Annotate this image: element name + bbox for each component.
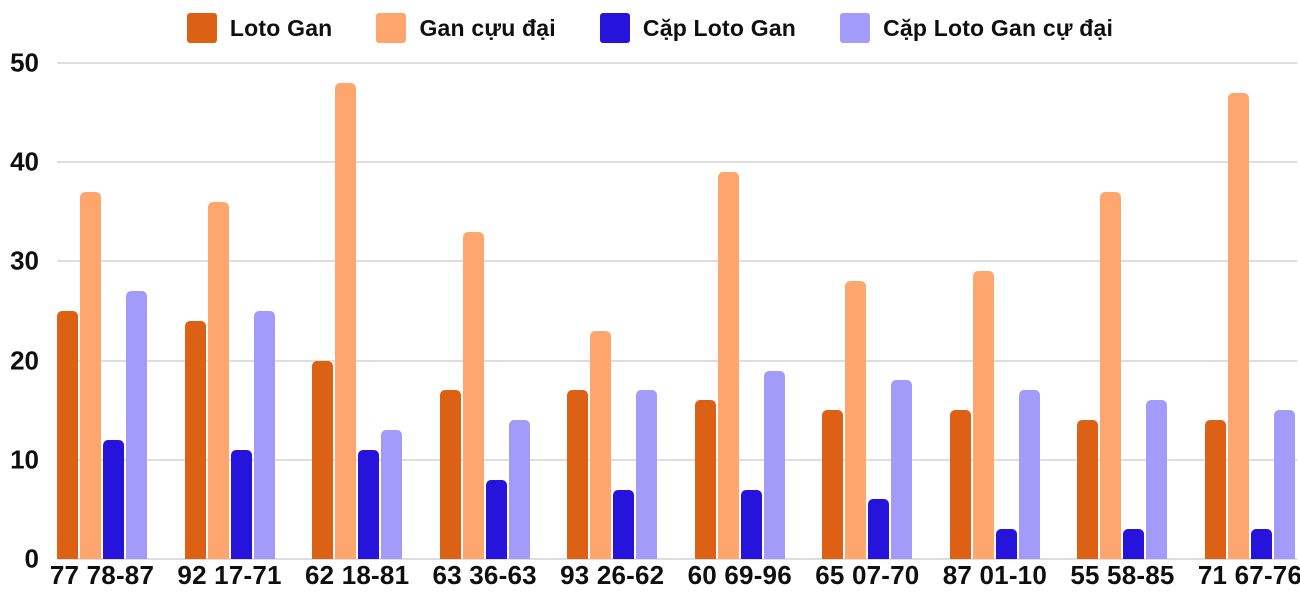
x-tick-label: 87 01-10 — [942, 560, 1047, 590]
bar-group — [312, 63, 403, 559]
bar — [590, 330, 612, 559]
legend-item: Loto Gan — [186, 13, 333, 43]
bar — [485, 479, 507, 559]
legend-swatch-icon — [376, 13, 407, 43]
bar — [949, 410, 971, 559]
bar — [1251, 529, 1272, 559]
bar — [312, 360, 334, 559]
legend-label: Gan cựu đại — [419, 14, 556, 41]
gridline — [57, 260, 1297, 263]
legend-item: Gan cựu đại — [376, 13, 556, 43]
bar — [508, 420, 530, 559]
bar-group — [1077, 63, 1168, 559]
gridline — [57, 558, 1297, 560]
bar — [822, 410, 844, 559]
bar — [995, 529, 1017, 559]
y-tick-label: 20 — [10, 345, 39, 376]
bar-group — [1205, 63, 1295, 559]
bar — [80, 191, 101, 559]
x-tick-label: 60 69-96 — [687, 560, 792, 590]
bar — [1228, 92, 1249, 559]
bar-group — [57, 63, 147, 559]
bar — [694, 400, 716, 559]
bar — [717, 172, 739, 559]
y-axis: 0 10 20 30 40 50 — [0, 48, 45, 574]
x-tick-label: 71 67-76 — [1197, 560, 1300, 590]
x-axis: 77 78-87 92 17-71 62 18-81 63 36-63 93 26-62… — [50, 560, 1300, 600]
bar — [126, 291, 147, 559]
legend-label: Cặp Loto Gan — [642, 14, 797, 41]
bar-group — [949, 63, 1040, 559]
bar — [253, 311, 275, 559]
gridline — [57, 62, 1297, 64]
bar — [439, 390, 461, 559]
x-tick-label: 65 07-70 — [815, 560, 920, 590]
y-tick-label: 50 — [10, 47, 39, 78]
bar — [335, 82, 357, 559]
bar — [103, 439, 124, 559]
x-tick-label: 55 58-85 — [1070, 560, 1175, 590]
chart-legend: Loto Gan Gan cựu đại Cặp Loto Gan Cặp Loto … — [0, 8, 1300, 48]
bar — [1018, 390, 1040, 559]
bar — [972, 271, 994, 559]
y-tick-label: 10 — [10, 444, 39, 475]
y-tick-label: 40 — [10, 146, 39, 177]
x-tick-label: 77 78-87 — [49, 560, 155, 590]
bar-group — [184, 63, 275, 559]
bar — [1100, 191, 1122, 559]
bar — [1146, 400, 1168, 559]
bar — [358, 449, 380, 559]
y-tick-label: 30 — [10, 245, 39, 276]
bar — [184, 320, 206, 559]
x-tick-label: 63 36-63 — [432, 560, 537, 590]
gridline — [57, 359, 1297, 362]
gridline — [57, 161, 1297, 164]
bar — [740, 489, 762, 559]
bar — [613, 489, 635, 559]
bar-group — [822, 63, 913, 559]
bar — [1205, 420, 1226, 559]
bar — [636, 390, 658, 559]
bar-group — [567, 63, 658, 559]
bar — [462, 231, 484, 559]
bar-group — [439, 63, 530, 559]
legend-item: Cặp Loto Gan cự đại — [840, 13, 1113, 43]
plot-area — [57, 62, 1297, 560]
x-tick-label: 93 26-62 — [560, 560, 665, 590]
bar — [230, 449, 252, 559]
bar — [891, 380, 913, 559]
bar — [1274, 410, 1295, 559]
legend-swatch-icon — [840, 13, 871, 43]
bar — [57, 311, 78, 559]
legend-item: Cặp Loto Gan — [599, 13, 797, 43]
legend-label: Cặp Loto Gan cự đại — [883, 14, 1114, 41]
x-tick-label: 62 18-81 — [304, 560, 410, 590]
bar — [868, 499, 890, 559]
bar — [381, 430, 403, 559]
legend-label: Loto Gan — [229, 14, 333, 41]
bar — [207, 201, 229, 559]
gridline — [57, 458, 1297, 461]
bar — [1077, 420, 1099, 559]
legend-swatch-icon — [599, 13, 630, 43]
y-tick-label: 0 — [24, 543, 39, 574]
bar — [763, 370, 785, 559]
bar-group — [694, 63, 785, 559]
bar — [567, 390, 589, 559]
x-tick-label: 92 17-71 — [177, 560, 282, 590]
legend-swatch-icon — [186, 13, 217, 43]
bar — [1123, 529, 1145, 559]
bar — [845, 281, 867, 559]
